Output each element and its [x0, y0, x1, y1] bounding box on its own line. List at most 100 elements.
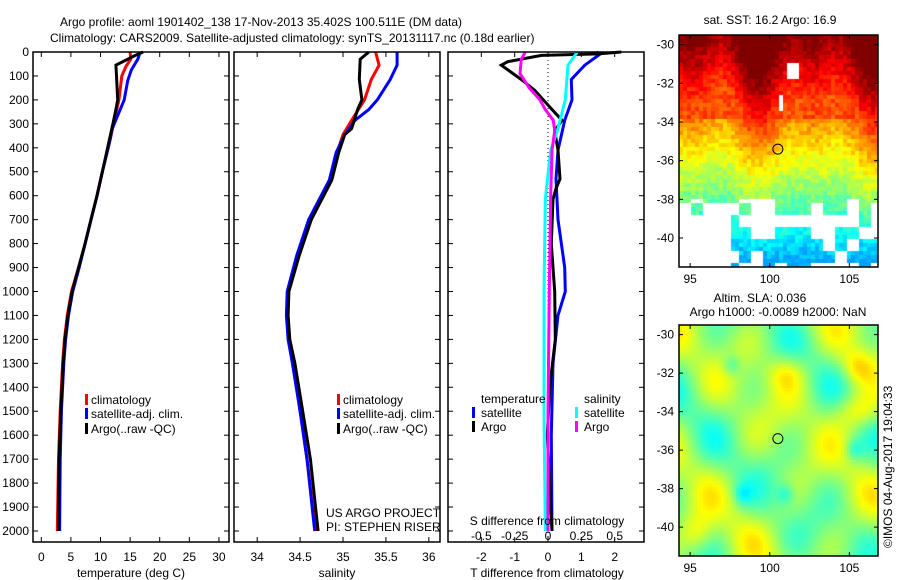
y-tick-label: 600	[9, 189, 29, 203]
lat-tick-label: -34	[657, 405, 675, 419]
y-tick-label: 1200	[2, 332, 29, 346]
figure-title-line1: Argo profile: aoml 1901402_138 17-Nov-20…	[60, 15, 462, 29]
sst-map-image	[679, 35, 878, 267]
x-tick-label: 35	[336, 550, 350, 564]
x-tick-label: 0	[38, 550, 45, 564]
series-line-salinity-argo	[518, 51, 557, 531]
sst-map-panel: 95 100 105 -30 -32 -34 -36 -38 -40	[657, 34, 879, 286]
lat-tick-label: -30	[657, 38, 675, 52]
series-line-argo-raw-qc-	[57, 50, 144, 532]
difference-panel: -2 -1 0 1 2 -0.5 -0.25 0 0.25 0.5	[447, 50, 645, 564]
s-tick-label: 0.25	[570, 529, 594, 543]
y-tick-label: 300	[9, 117, 29, 131]
y-tick-label: 500	[9, 165, 29, 179]
temperature-xlabel: temperature (deg C)	[77, 566, 185, 580]
x-tick-label: -1	[509, 550, 520, 564]
legend-swatch-argo	[85, 423, 88, 434]
x-tick-label: 1	[578, 550, 585, 564]
figure-title-line2: Climatology: CARS2009. Satellite-adjuste…	[50, 31, 534, 45]
lon-tick-label: 100	[760, 272, 780, 286]
x-tick-label: 10	[94, 550, 108, 564]
argo-location-marker	[772, 433, 784, 445]
t-difference-xlabel: T difference from climatology	[470, 566, 624, 580]
x-tick-label: 34	[250, 550, 264, 564]
x-tick-label: 15	[123, 550, 137, 564]
legend-title-salinity: salinity	[584, 392, 621, 406]
argo-location-marker	[772, 143, 784, 155]
s-tick-label: -0.5	[471, 529, 492, 543]
timestamp-label: ©IMOS 04-Aug-2017 19:04:33	[881, 385, 895, 548]
lat-tick-label: -40	[657, 520, 675, 534]
lat-tick-label: -30	[657, 328, 675, 342]
y-tick-label: 400	[9, 141, 29, 155]
legend-swatch-satellite	[337, 408, 340, 419]
y-tick-label: 100	[9, 69, 29, 83]
legend-label: satellite	[481, 406, 522, 420]
y-tick-label: 1300	[2, 356, 29, 370]
sst-map-title: sat. SST: 16.2 Argo: 16.9	[704, 13, 837, 27]
series-line-temperature-argo	[498, 50, 622, 532]
legend-swatch-argo	[337, 423, 340, 434]
map-frame	[678, 324, 879, 557]
lon-tick-label: 95	[683, 561, 697, 575]
y-tick-label: 700	[9, 213, 29, 227]
salinity-panel: 34 34.5 35 35.5 36	[233, 50, 441, 564]
lat-tick-label: -32	[657, 366, 675, 380]
y-tick-label: 1000	[2, 284, 29, 298]
x-tick-label: 36	[422, 550, 436, 564]
legend-label: climatology	[343, 393, 403, 407]
y-tick-label: 1400	[2, 380, 29, 394]
salinity-xlabel: salinity	[319, 566, 356, 580]
x-tick-label: 25	[183, 550, 197, 564]
plot-frame	[447, 51, 645, 543]
sla-map-image	[679, 325, 878, 556]
lon-tick-label: 100	[760, 561, 780, 575]
legend-label: satellite-adj. clim.	[91, 407, 183, 421]
map-frame	[678, 34, 879, 268]
s-tick-label: 0.5	[606, 529, 623, 543]
legend-swatch-t-satellite	[472, 407, 475, 418]
x-tick-label: 0	[545, 550, 552, 564]
plot-frame	[32, 51, 230, 543]
x-tick-label: 20	[153, 550, 167, 564]
lat-tick-label: -38	[657, 482, 675, 496]
lat-tick-label: -40	[657, 231, 675, 245]
legend-swatch-s-argo	[575, 421, 578, 432]
x-tick-label: 30	[212, 550, 226, 564]
legend-swatch-t-argo	[472, 421, 475, 432]
lat-tick-label: -34	[657, 115, 675, 129]
x-tick-label: 34.5	[288, 550, 312, 564]
lon-tick-label: 95	[683, 272, 697, 286]
lon-tick-label: 105	[839, 561, 859, 575]
lat-tick-label: -36	[657, 443, 675, 457]
series-line-satellite-adj-clim-	[284, 52, 399, 532]
s-difference-label: S difference from climatology	[470, 514, 625, 528]
legend-swatch-satellite	[85, 408, 88, 419]
legend-swatch-s-satellite	[575, 407, 578, 418]
project-label: US ARGO PROJECT	[326, 506, 441, 520]
y-tick-label: 0	[22, 45, 29, 59]
lat-tick-label: -32	[657, 76, 675, 90]
lon-tick-label: 105	[839, 272, 859, 286]
legend-label: Argo	[584, 420, 610, 434]
lat-tick-label: -38	[657, 192, 675, 206]
temperature-panel: 0 5 10 15 20 25 300100200300400500600700800900…	[2, 45, 230, 564]
x-tick-label: 35.5	[374, 550, 398, 564]
y-tick-label: 1500	[2, 404, 29, 418]
y-tick-label: 900	[9, 261, 29, 275]
y-tick-label: 1600	[2, 428, 29, 442]
legend-label: satellite-adj. clim.	[343, 407, 435, 421]
x-tick-label: -2	[476, 550, 487, 564]
lat-tick-label: -36	[657, 154, 675, 168]
legend-label: Argo	[481, 420, 507, 434]
y-tick-label: 1100	[3, 308, 29, 322]
s-tick-label: -0.25	[501, 529, 529, 543]
series-line-climatology	[285, 51, 381, 532]
y-tick-label: 1700	[2, 452, 29, 466]
temperature-legend: climatology satellite-adj. clim. Argo(..…	[85, 393, 183, 436]
sla-map-title-line1: Altim. SLA: 0.036	[714, 291, 807, 305]
y-tick-label: 2000	[2, 524, 29, 538]
legend-label: satellite	[584, 406, 625, 420]
legend-label: Argo(..raw -QC)	[343, 422, 428, 436]
